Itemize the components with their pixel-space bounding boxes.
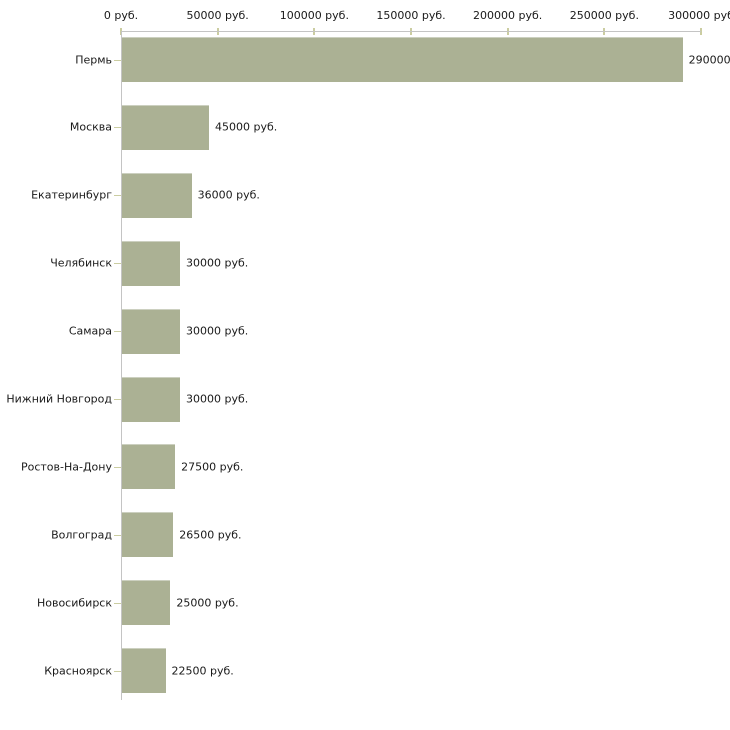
- category-label: Самара: [68, 324, 112, 338]
- category-label: Волгоград: [51, 528, 112, 542]
- category-tick-mark: [114, 399, 121, 400]
- y-axis-line: [121, 31, 122, 700]
- x-axis-tick-label: 0 руб.: [103, 9, 139, 22]
- bar: [122, 512, 174, 558]
- value-label: 30000 руб.: [186, 324, 249, 338]
- value-label: 27500 руб.: [181, 460, 244, 474]
- bar: [122, 648, 166, 694]
- x-axis-line: [121, 31, 701, 32]
- category-label: Екатеринбург: [31, 188, 112, 202]
- bar: [122, 376, 180, 422]
- category-label: Новосибирск: [36, 596, 112, 610]
- value-label: 26500 руб.: [179, 528, 242, 542]
- x-axis-tick-mark: [700, 28, 702, 35]
- category-tick-mark: [114, 602, 121, 604]
- bar: [122, 580, 171, 626]
- value-label: 30000 руб.: [186, 392, 249, 406]
- category-tick-mark: [114, 331, 121, 333]
- bar: [122, 444, 176, 490]
- bar: [122, 104, 209, 150]
- x-axis-tick-label: 50000 руб.: [186, 9, 249, 22]
- value-label: 30000 руб.: [186, 256, 249, 270]
- category-tick-mark: [114, 195, 121, 197]
- category-tick-mark: [114, 534, 121, 536]
- category-label: Ростов-На-Дону: [20, 460, 112, 474]
- x-axis-tick-label: 200000 руб.: [473, 9, 543, 22]
- x-axis-tick-label: 300000 руб: [668, 9, 730, 22]
- category-tick-mark: [114, 466, 121, 468]
- category-label: Нижний Новгород: [6, 392, 112, 406]
- value-label: 45000 руб.: [215, 120, 278, 134]
- value-label: 22500 руб.: [171, 664, 234, 678]
- x-axis-tick-label: 150000 руб.: [376, 9, 446, 22]
- value-label: 25000 руб.: [176, 596, 239, 610]
- value-label: 290000: [688, 53, 730, 66]
- category-label: Челябинск: [50, 256, 112, 270]
- bar: [122, 308, 180, 354]
- category-label: Москва: [69, 120, 112, 134]
- category-label: Пермь: [75, 53, 112, 66]
- x-axis-tick-label: 100000 руб.: [279, 9, 349, 22]
- category-tick-mark: [114, 59, 121, 61]
- bar: [122, 240, 180, 286]
- category-tick-mark: [114, 263, 121, 265]
- category-tick-mark: [114, 670, 121, 672]
- category-tick-mark: [114, 127, 121, 129]
- x-axis-tick-label: 250000 руб.: [569, 9, 639, 22]
- category-label: Красноярск: [44, 664, 112, 678]
- bar: [122, 172, 192, 218]
- value-label: 36000 руб.: [197, 188, 260, 202]
- bar: [122, 37, 683, 82]
